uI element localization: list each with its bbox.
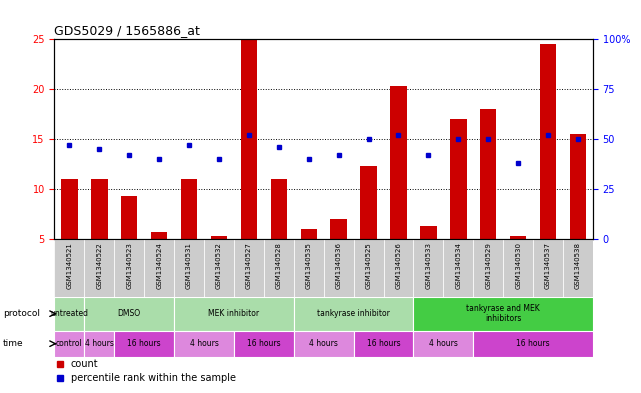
Bar bbox=[324, 239, 354, 297]
Text: GSM1340530: GSM1340530 bbox=[515, 242, 521, 289]
Text: GSM1340537: GSM1340537 bbox=[545, 242, 551, 289]
Bar bbox=[294, 331, 354, 356]
Text: GSM1340536: GSM1340536 bbox=[336, 242, 342, 289]
Bar bbox=[294, 239, 324, 297]
Text: GSM1340538: GSM1340538 bbox=[575, 242, 581, 289]
Bar bbox=[420, 226, 437, 239]
Text: GDS5029 / 1565886_at: GDS5029 / 1565886_at bbox=[54, 24, 201, 37]
Bar bbox=[85, 239, 114, 297]
Bar bbox=[114, 331, 174, 356]
Bar bbox=[570, 134, 587, 239]
Text: 16 hours: 16 hours bbox=[516, 339, 550, 348]
Text: GSM1340525: GSM1340525 bbox=[365, 242, 372, 289]
Bar bbox=[174, 331, 234, 356]
Bar bbox=[114, 239, 144, 297]
Bar bbox=[54, 331, 85, 356]
Text: 4 hours: 4 hours bbox=[429, 339, 458, 348]
Text: 16 hours: 16 hours bbox=[128, 339, 161, 348]
Bar bbox=[204, 239, 234, 297]
Bar bbox=[85, 297, 174, 331]
Bar bbox=[234, 331, 294, 356]
Text: GSM1340522: GSM1340522 bbox=[96, 242, 103, 289]
Bar bbox=[480, 109, 496, 239]
Text: GSM1340533: GSM1340533 bbox=[426, 242, 431, 289]
Bar bbox=[91, 179, 108, 239]
Text: protocol: protocol bbox=[3, 309, 40, 318]
Text: tankyrase inhibitor: tankyrase inhibitor bbox=[317, 309, 390, 318]
Bar bbox=[264, 239, 294, 297]
Bar bbox=[54, 297, 85, 331]
Bar bbox=[174, 239, 204, 297]
Bar bbox=[503, 239, 533, 297]
Bar bbox=[390, 86, 406, 239]
Text: GSM1340526: GSM1340526 bbox=[395, 242, 401, 289]
Bar bbox=[301, 230, 317, 239]
Bar bbox=[473, 239, 503, 297]
Text: GSM1340523: GSM1340523 bbox=[126, 242, 132, 289]
Text: GSM1340532: GSM1340532 bbox=[216, 242, 222, 289]
Bar bbox=[241, 39, 257, 239]
Bar bbox=[121, 196, 138, 239]
Text: 16 hours: 16 hours bbox=[247, 339, 281, 348]
Text: GSM1340535: GSM1340535 bbox=[306, 242, 312, 289]
Bar bbox=[294, 297, 413, 331]
Bar bbox=[181, 179, 197, 239]
Text: time: time bbox=[3, 339, 24, 348]
Bar bbox=[211, 236, 228, 239]
Bar bbox=[85, 331, 114, 356]
Bar bbox=[413, 239, 444, 297]
Text: GSM1340524: GSM1340524 bbox=[156, 242, 162, 289]
Bar bbox=[413, 297, 593, 331]
Text: tankyrase and MEK
inhibitors: tankyrase and MEK inhibitors bbox=[466, 304, 540, 323]
Text: 4 hours: 4 hours bbox=[190, 339, 219, 348]
Text: GSM1340534: GSM1340534 bbox=[455, 242, 462, 289]
Bar bbox=[331, 219, 347, 239]
Text: 4 hours: 4 hours bbox=[309, 339, 338, 348]
Text: percentile rank within the sample: percentile rank within the sample bbox=[71, 373, 236, 383]
Text: GSM1340531: GSM1340531 bbox=[186, 242, 192, 289]
Bar bbox=[533, 239, 563, 297]
Bar bbox=[540, 44, 556, 239]
Bar bbox=[473, 331, 593, 356]
Bar bbox=[174, 297, 294, 331]
Bar bbox=[413, 331, 473, 356]
Text: count: count bbox=[71, 359, 98, 369]
Bar bbox=[62, 179, 78, 239]
Text: 4 hours: 4 hours bbox=[85, 339, 114, 348]
Bar bbox=[151, 232, 167, 239]
Text: DMSO: DMSO bbox=[118, 309, 141, 318]
Text: GSM1340521: GSM1340521 bbox=[67, 242, 72, 289]
Bar bbox=[54, 239, 85, 297]
Text: MEK inhibitor: MEK inhibitor bbox=[208, 309, 260, 318]
Text: GSM1340529: GSM1340529 bbox=[485, 242, 491, 289]
Bar bbox=[383, 239, 413, 297]
Bar bbox=[354, 239, 383, 297]
Bar bbox=[510, 236, 526, 239]
Text: 16 hours: 16 hours bbox=[367, 339, 401, 348]
Bar bbox=[271, 179, 287, 239]
Text: GSM1340528: GSM1340528 bbox=[276, 242, 282, 289]
Text: untreated: untreated bbox=[51, 309, 88, 318]
Bar bbox=[563, 239, 593, 297]
Bar bbox=[354, 331, 413, 356]
Bar bbox=[144, 239, 174, 297]
Bar bbox=[234, 239, 264, 297]
Bar bbox=[444, 239, 473, 297]
Text: GSM1340527: GSM1340527 bbox=[246, 242, 252, 289]
Text: control: control bbox=[56, 339, 83, 348]
Bar bbox=[450, 119, 467, 239]
Bar bbox=[360, 166, 377, 239]
